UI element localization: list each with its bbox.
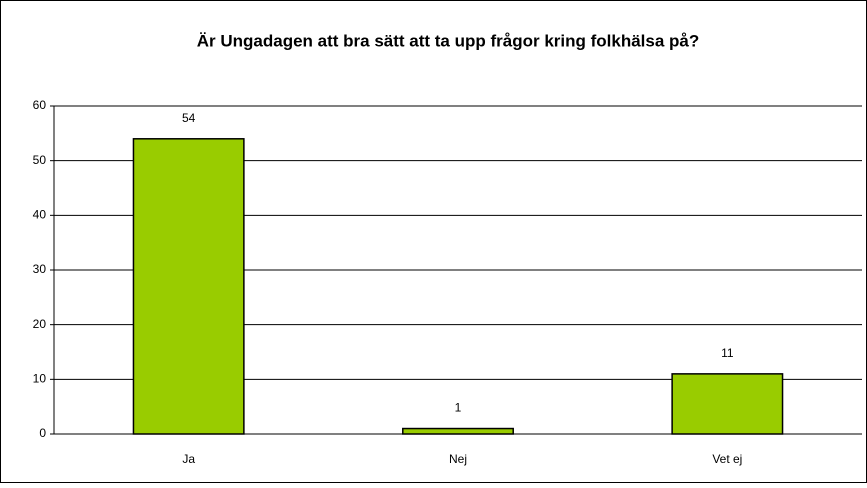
y-tick-label: 20 xyxy=(33,317,47,331)
y-tick-label: 30 xyxy=(33,262,47,276)
y-tick-label: 40 xyxy=(33,208,47,222)
y-tick-label: 0 xyxy=(39,426,46,440)
bar xyxy=(132,138,245,435)
bar xyxy=(671,373,784,435)
y-tick-label: 10 xyxy=(33,372,47,386)
x-tick-label: Ja xyxy=(182,452,195,466)
data-label: 11 xyxy=(721,346,734,360)
x-tick-label: Nej xyxy=(449,452,467,466)
chart-title: Är Ungadagen att bra sätt att ta upp frå… xyxy=(197,31,700,50)
x-tick-label: Vet ej xyxy=(712,452,742,466)
data-label: 1 xyxy=(455,401,462,415)
y-tick-label: 50 xyxy=(33,153,47,167)
y-tick-label: 60 xyxy=(33,98,47,112)
data-label: 54 xyxy=(182,111,196,125)
bar xyxy=(402,427,514,435)
